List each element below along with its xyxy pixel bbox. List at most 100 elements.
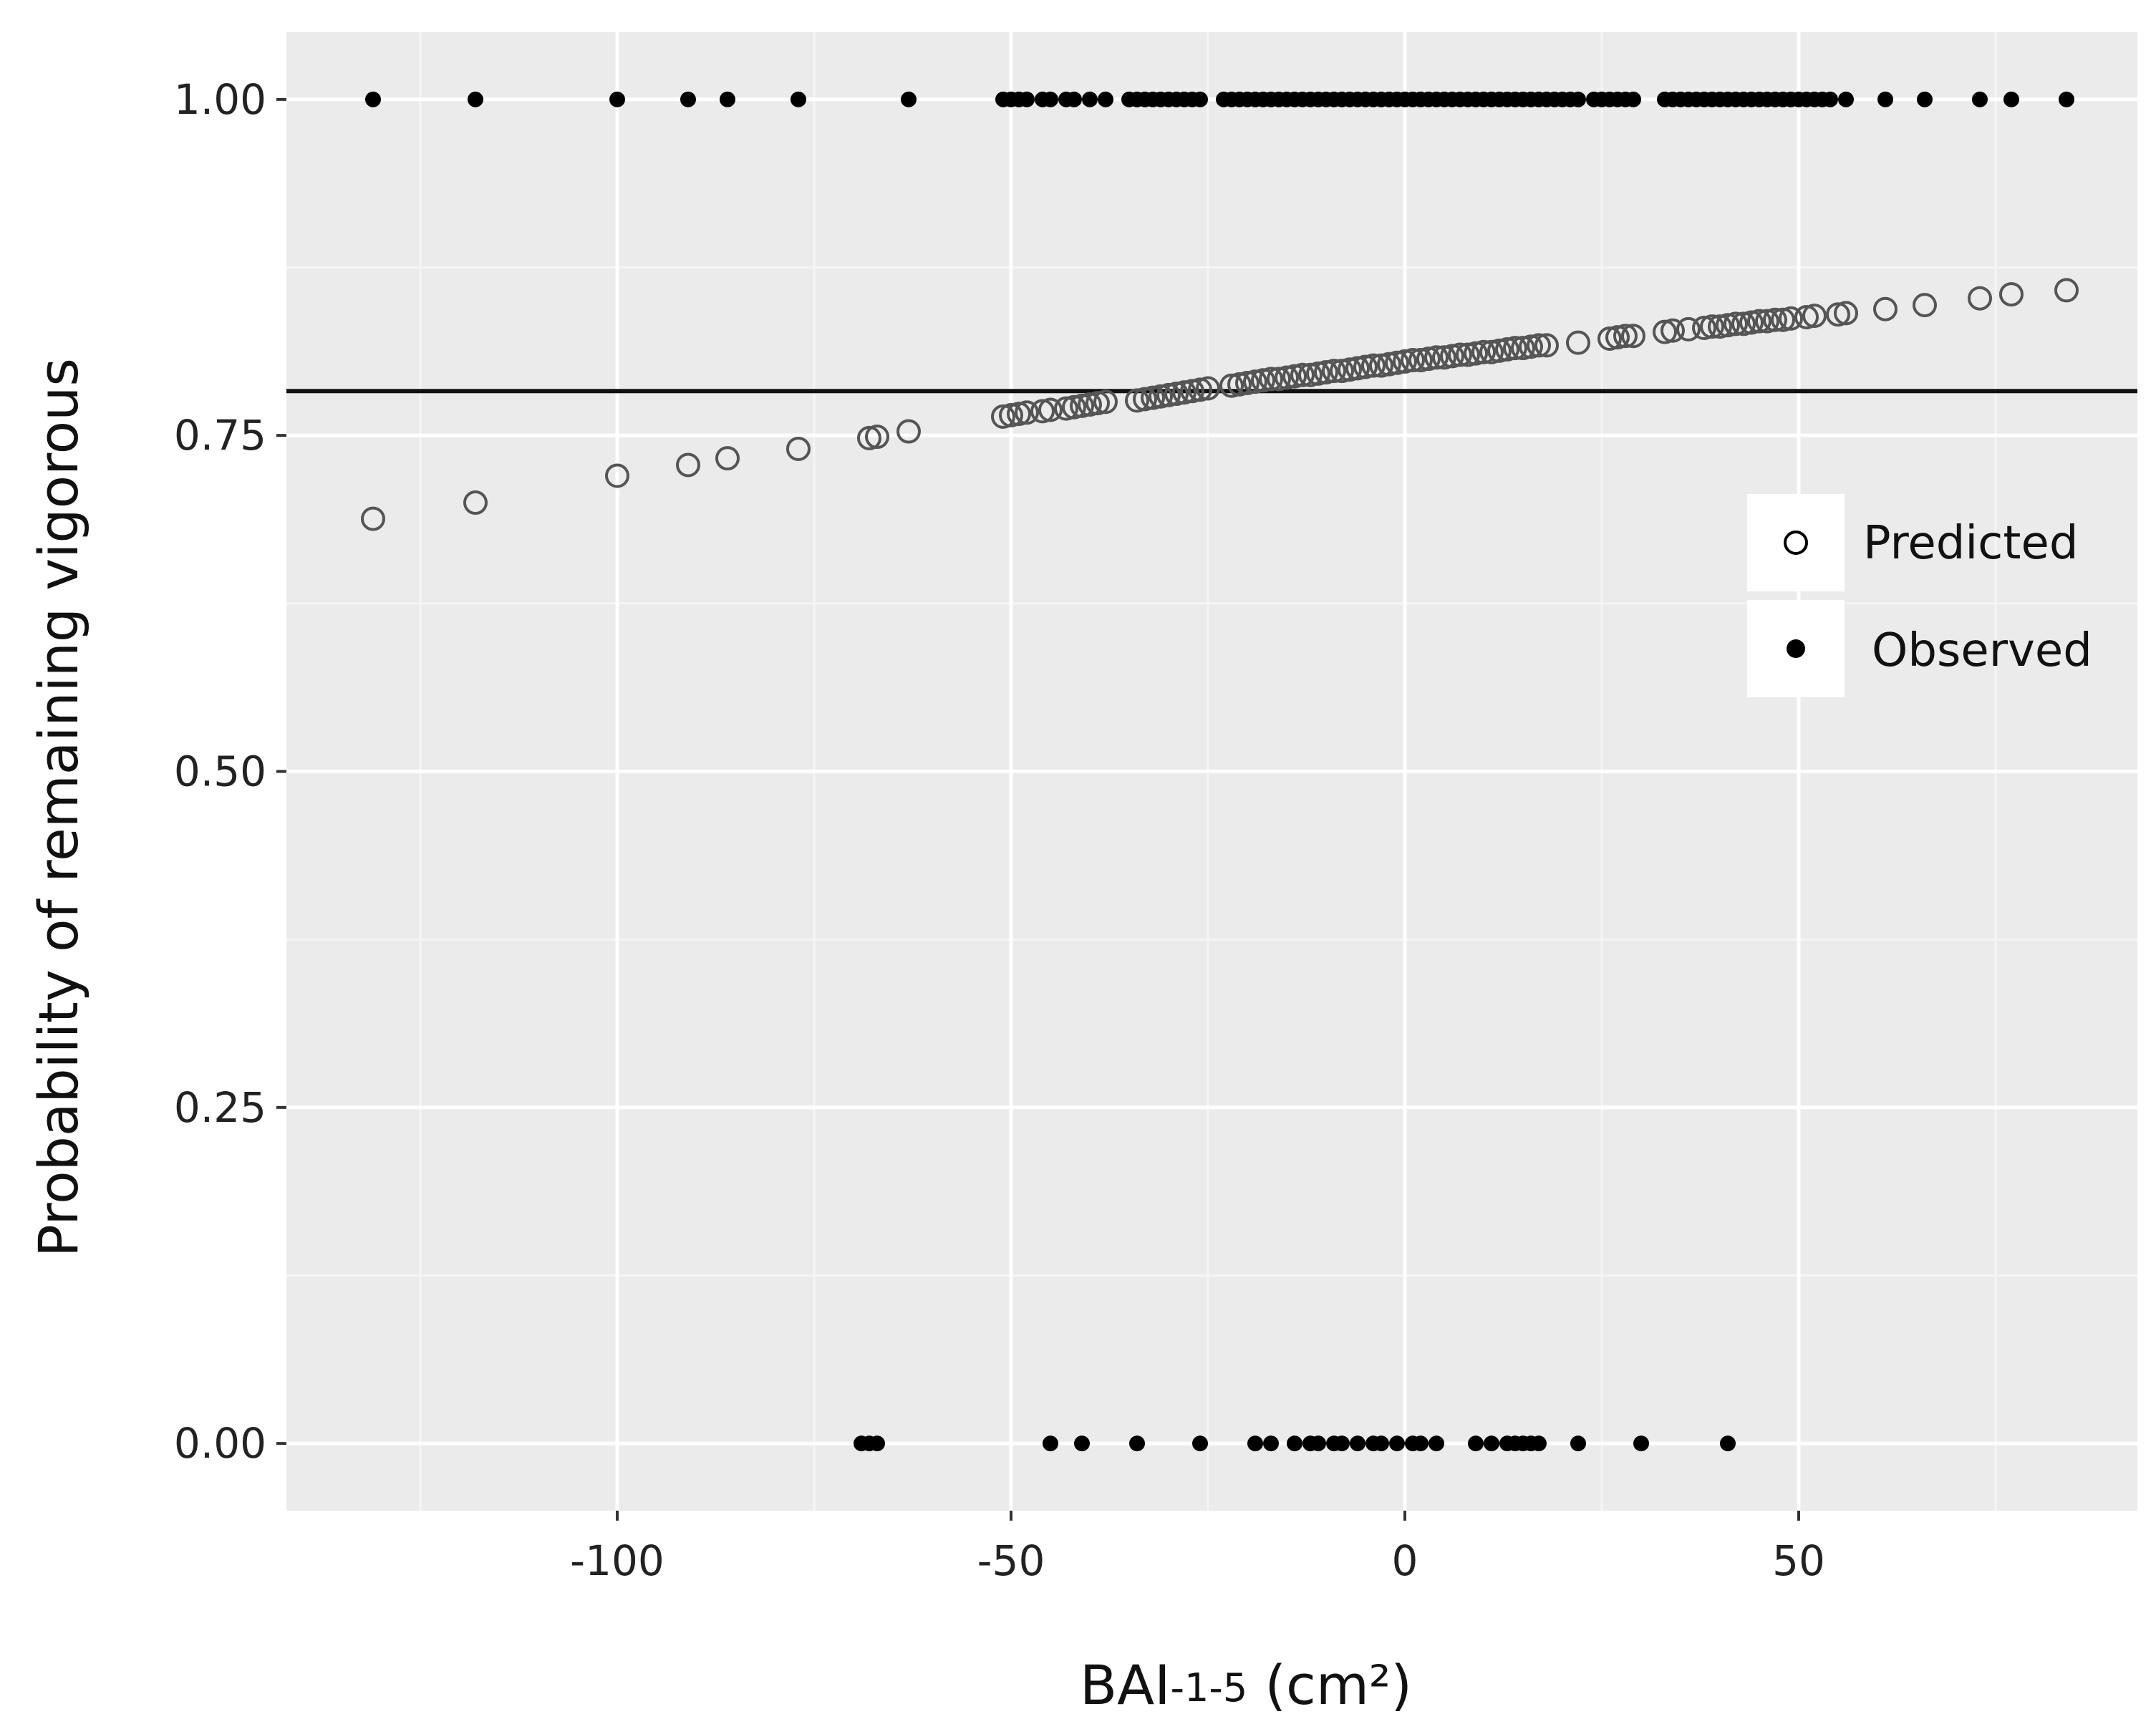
predicted-point [1495, 337, 1519, 362]
observed-point [1720, 1435, 1736, 1452]
observed-point [1129, 1435, 1145, 1452]
predicted-point [1456, 342, 1480, 367]
x-tick-label: 0 [1392, 1536, 1418, 1585]
predicted-point [1731, 311, 1756, 336]
predicted-point [1282, 364, 1307, 389]
observed-point [2059, 91, 2074, 107]
predicted-point [1448, 342, 1472, 367]
observed-point [1972, 91, 1988, 107]
observed-point [1247, 1435, 1263, 1452]
x-axis-title-subscript: -1-5 [1171, 1665, 1248, 1710]
observed-point [1413, 1435, 1429, 1452]
observed-point [1633, 1435, 1649, 1452]
predicted-point [1464, 341, 1488, 366]
observed-point [1838, 91, 1854, 107]
predicted-point [1353, 354, 1378, 379]
predicted-point [999, 403, 1023, 428]
predicted-point [1015, 400, 1039, 425]
predicted-point [1503, 336, 1527, 361]
predicted-point [1093, 389, 1118, 415]
predicted-point [1471, 339, 1496, 364]
observed-point [1917, 91, 1933, 107]
predicted-point [1054, 396, 1078, 421]
predicted-point [1188, 377, 1212, 402]
observed-point [1429, 1435, 1444, 1452]
y-tick-label: 0.25 [174, 1083, 266, 1132]
predicted-point [1149, 384, 1173, 409]
predicted-point [1070, 393, 1094, 418]
predicted-point [1156, 382, 1181, 407]
predicted-point [1763, 307, 1787, 332]
observed-point [1043, 1435, 1058, 1452]
legend-label-predicted: Predicted [1863, 517, 2078, 570]
predicted-point [1566, 330, 1590, 355]
predicted-point [1834, 301, 1858, 326]
observed-point [1570, 1435, 1586, 1452]
predicted-point [865, 425, 889, 450]
observed-point [1877, 91, 1893, 107]
predicted-point [1913, 293, 1937, 318]
predicted-point [1621, 324, 1645, 349]
predicted-point [1873, 296, 1898, 321]
predicted-point [1653, 319, 1677, 344]
legend-key-observed-marker [1787, 639, 1805, 658]
observed-point [1192, 91, 1208, 107]
predicted-point [1290, 362, 1315, 387]
predicted-point [1747, 309, 1771, 334]
predicted-point [1724, 311, 1748, 336]
observed-point [1570, 91, 1586, 107]
observed-point [1066, 91, 1082, 107]
predicted-point [1377, 352, 1401, 377]
predicted-point [1479, 339, 1504, 364]
observed-point [680, 91, 696, 107]
predicted-point [1519, 334, 1543, 359]
predicted-point [1692, 316, 1716, 340]
predicted-point [1038, 397, 1063, 422]
predicted-point [1369, 353, 1393, 378]
predicted-point [991, 404, 1015, 429]
predicted-point [1227, 372, 1252, 397]
predicted-point [1062, 394, 1086, 420]
y-tick-label: 1.00 [174, 75, 266, 124]
observed-series [365, 91, 2074, 1452]
observed-point [1019, 91, 1035, 107]
observed-point [1373, 1435, 1389, 1452]
predicted-point [1078, 392, 1102, 417]
predicted-point [1755, 309, 1779, 334]
x-axis-title-main: BAI [1080, 1653, 1171, 1717]
predicted-point [1219, 373, 1244, 398]
x-axis: -100 -50 0 50 [570, 1511, 1825, 1585]
observed-point [1098, 91, 1113, 107]
predicted-point [605, 463, 629, 488]
predicted-point [676, 452, 700, 478]
observed-point [1310, 1435, 1326, 1452]
predicted-point [1487, 338, 1512, 363]
predicted-point [1401, 348, 1425, 373]
y-tick-label: 0.50 [174, 747, 266, 796]
predicted-point [1676, 316, 1701, 342]
observed-point [1531, 1435, 1547, 1452]
observed-point [720, 91, 735, 107]
predicted-point [1511, 336, 1535, 361]
x-tick-label: 50 [1772, 1536, 1825, 1585]
observed-point [2003, 91, 2019, 107]
predicted-point [1007, 402, 1031, 427]
y-tick-label: 0.75 [174, 411, 266, 460]
observed-point [365, 91, 381, 107]
legend-label-observed: Observed [1872, 624, 2092, 677]
observed-point [1350, 1435, 1365, 1452]
predicted-point [1527, 333, 1551, 358]
observed-point [1389, 1435, 1405, 1452]
y-axis: 0.00 0.25 0.50 0.75 1.00 [174, 75, 286, 1468]
predicted-point [1708, 314, 1732, 339]
predicted-point [1385, 350, 1409, 375]
observed-point [901, 91, 917, 107]
predicted-point [1660, 318, 1685, 343]
observed-point [1192, 1435, 1208, 1452]
predicted-point [1133, 387, 1157, 412]
predicted-point [1298, 362, 1323, 387]
predicted-point [1314, 359, 1338, 384]
predicted-point [1716, 313, 1740, 338]
predicted-point [1172, 380, 1197, 405]
